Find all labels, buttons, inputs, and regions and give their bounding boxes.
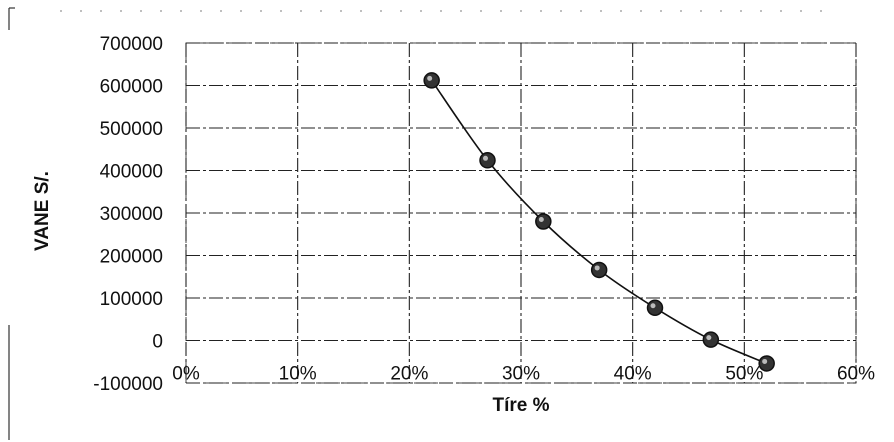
data-point-highlight <box>483 155 488 161</box>
data-point-highlight <box>594 265 600 271</box>
x-axis-ticks: 0% 10% 20% 30% 40% 50% 60% <box>172 364 875 385</box>
y-tick-label: 400000 <box>100 162 163 183</box>
x-tick-label: 30% <box>502 364 540 385</box>
data-point-highlight <box>538 217 544 222</box>
x-axis-title: Tíre % <box>492 395 549 416</box>
y-tick-label: 500000 <box>100 119 163 140</box>
x-tick-label: 40% <box>614 364 652 385</box>
data-point-marker <box>590 261 608 279</box>
y-axis-title: VANE S/. <box>32 171 53 251</box>
gridlines <box>185 42 857 384</box>
y-tick-label: 200000 <box>100 247 163 268</box>
y-tick-label: 600000 <box>100 77 163 98</box>
trendline <box>431 79 767 365</box>
data-point-marker <box>646 299 664 317</box>
data-points <box>423 72 775 372</box>
data-point-highlight <box>706 335 712 341</box>
y-tick-label: 100000 <box>100 289 163 310</box>
x-tick-label: 0% <box>172 364 200 385</box>
x-tick-label: 60% <box>837 364 875 385</box>
x-tick-label: 50% <box>725 364 763 385</box>
data-point-marker <box>423 72 440 89</box>
y-tick-label: 300000 <box>100 204 163 225</box>
data-point-highlight <box>650 303 656 309</box>
x-tick-label: 10% <box>279 364 317 385</box>
data-point-marker <box>479 152 496 169</box>
data-point-marker <box>702 331 720 348</box>
y-tick-label: 700000 <box>100 34 163 55</box>
x-tick-label: 20% <box>390 364 428 385</box>
data-point-highlight <box>427 75 433 81</box>
y-tick-label: 0 <box>152 332 163 353</box>
y-axis-ticks: 700000 600000 500000 400000 300000 200000 1000… <box>93 34 163 395</box>
data-point-marker <box>535 213 552 230</box>
plot-area <box>185 42 857 384</box>
data-point-highlight <box>762 358 768 364</box>
y-tick-label: -100000 <box>93 374 163 395</box>
